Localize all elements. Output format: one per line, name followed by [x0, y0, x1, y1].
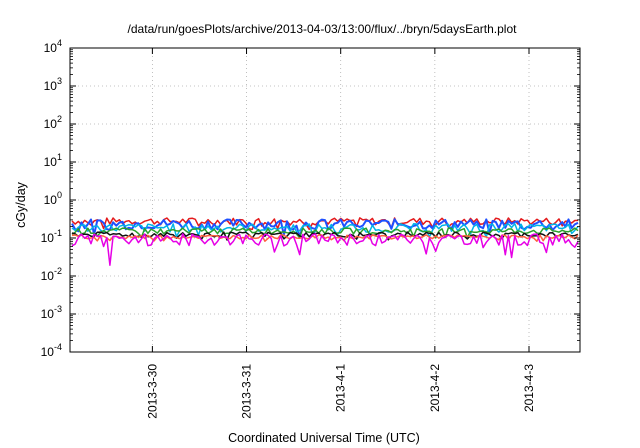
y-tick-label: 10-2 — [41, 266, 62, 283]
y-axis-title: cGy/day — [14, 181, 28, 228]
x-tick-label: 2013-4-2 — [428, 364, 442, 412]
chart-title: /data/run/goesPlots/archive/2013-04-03/1… — [128, 22, 518, 36]
x-tick-label: 2013-3-30 — [145, 364, 159, 419]
y-tick-label: 10-4 — [41, 342, 62, 359]
series-line — [71, 233, 579, 266]
x-tick-label: 2013-4-3 — [522, 364, 536, 412]
y-axis: 10-4 10-3 10-2 10-1 100 101 102 103 104 — [41, 38, 580, 359]
x-tick-label: 2013-4-1 — [334, 364, 348, 412]
y-tick-label: 101 — [44, 152, 62, 169]
series-line — [71, 218, 579, 238]
y-tick-label: 10-3 — [41, 304, 62, 321]
y-tick-label: 102 — [44, 114, 62, 131]
plot-series — [71, 217, 579, 266]
y-tick-label: 103 — [44, 76, 62, 93]
x-axis-title: Coordinated Universal Time (UTC) — [228, 431, 420, 445]
y-tick-label: 104 — [44, 38, 62, 55]
x-tick-label: 2013-3-31 — [240, 364, 254, 419]
y-tick-label: 100 — [44, 190, 62, 207]
grid — [70, 48, 580, 352]
series-line — [71, 223, 579, 238]
x-axis: 2013-3-30 2013-3-31 2013-4-1 2013-4-2 2013-4… — [145, 48, 536, 419]
y-tick-label: 10-1 — [41, 228, 62, 245]
